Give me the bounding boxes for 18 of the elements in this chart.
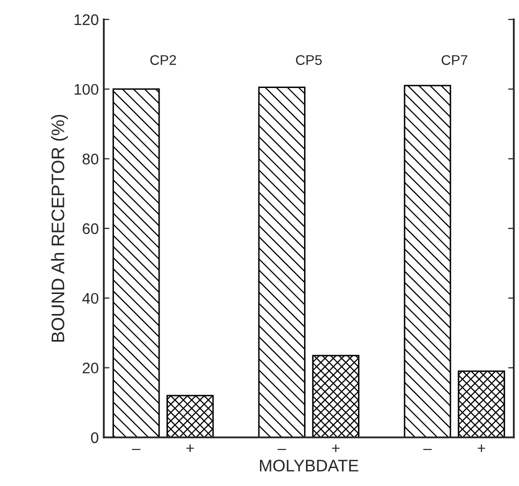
x-axis-title: MOLYBDATE xyxy=(260,460,358,472)
x-tick-label: – xyxy=(423,448,432,450)
annotation: CP5 xyxy=(296,55,322,65)
y-tick-label: 100 xyxy=(74,84,98,95)
x-tick-label: – xyxy=(278,448,286,450)
x-tick-label: + xyxy=(478,444,486,452)
y-tick-label: 20 xyxy=(82,362,98,374)
y-tick-label: 40 xyxy=(82,292,98,304)
x-tick-label: – xyxy=(132,448,140,450)
y-tick-label: 80 xyxy=(82,154,98,164)
annotation: CP2 xyxy=(150,55,176,65)
annotation: CP7 xyxy=(442,55,468,65)
y-tick-label: 120 xyxy=(74,14,98,26)
y-tick-label: 0 xyxy=(91,432,98,444)
x-tick-label: + xyxy=(332,444,340,452)
y-axis-title: BOUND Ah RECEPTOR (%) xyxy=(51,114,68,342)
x-tick-label: + xyxy=(186,444,194,452)
y-tick-label: 60 xyxy=(82,223,98,234)
